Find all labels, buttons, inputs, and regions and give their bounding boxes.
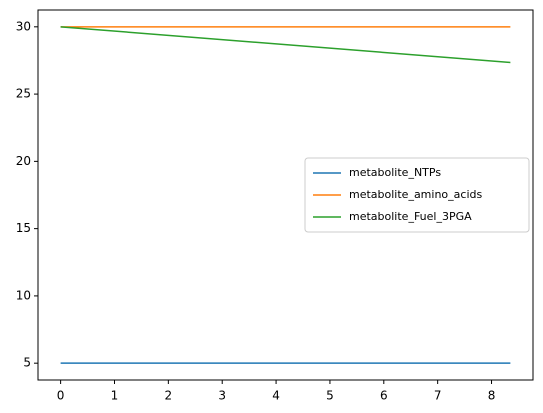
x-tick-label: 3 — [218, 389, 226, 403]
x-tick-label: 6 — [380, 389, 388, 403]
x-tick-label: 2 — [165, 389, 173, 403]
x-tick-label: 4 — [272, 389, 280, 403]
x-tick-label: 5 — [326, 389, 334, 403]
legend-label: metabolite_Fuel_3PGA — [349, 210, 472, 223]
y-tick-label: 20 — [16, 154, 31, 168]
x-tick-label: 1 — [111, 389, 119, 403]
y-tick-label: 25 — [16, 87, 31, 101]
y-tick-label: 10 — [16, 288, 31, 302]
series-line — [60, 26, 511, 64]
y-tick-label: 30 — [16, 19, 31, 33]
legend: metabolite_NTPs metabolite_amino_acidsmet… — [304, 157, 530, 233]
legend-label: metabolite_NTPs — [349, 166, 441, 179]
legend-label: metabolite_amino_acids — [349, 188, 482, 201]
legend-box — [304, 157, 530, 233]
x-tick-label: 7 — [434, 389, 442, 403]
axes-frame — [37, 9, 534, 381]
y-tick-label: 15 — [16, 221, 31, 235]
x-tick-label: 8 — [488, 389, 496, 403]
y-tick-label: 5 — [23, 356, 31, 370]
x-tick-label: 0 — [57, 389, 65, 403]
